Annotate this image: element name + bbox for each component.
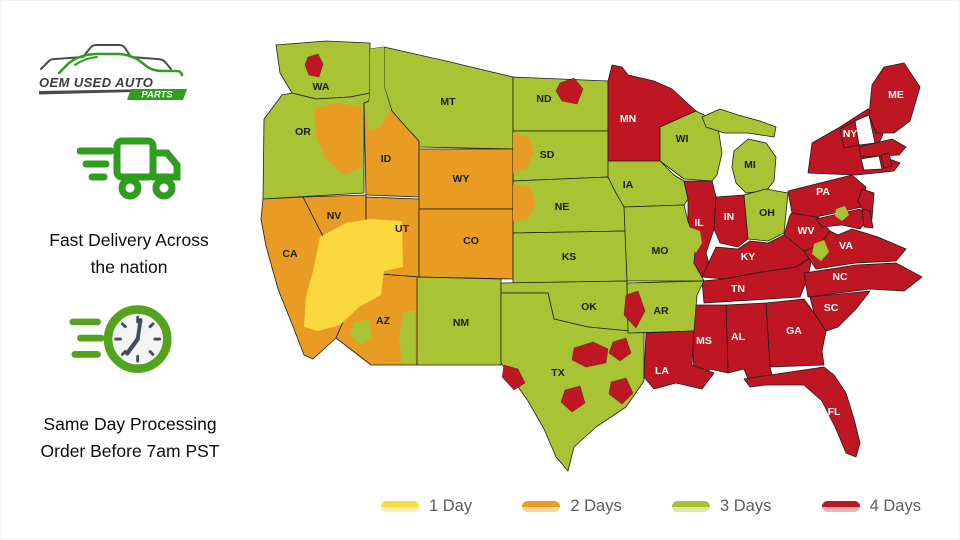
- state-wi: [659, 110, 723, 182]
- state-ia: [607, 160, 689, 208]
- fast-delivery-text: Fast Delivery Across the nation: [9, 227, 249, 281]
- state-me: [868, 62, 921, 134]
- patch-southwest-oneday: [304, 219, 403, 331]
- patch-tx-houston: [608, 377, 634, 405]
- brand-name: OEM USED AUTO: [39, 75, 153, 90]
- legend-item-2days: 2 Days: [522, 496, 622, 516]
- brand-parts-badge: [127, 89, 187, 100]
- car-silhouette-icon: [40, 44, 184, 77]
- same-day-text: Same Day Processing Order Before 7am PST: [1, 411, 259, 465]
- same-day-line1: Same Day Processing: [43, 414, 217, 434]
- state-in: [713, 194, 749, 248]
- state-la: [643, 330, 715, 390]
- state-oh: [743, 188, 789, 242]
- delivery-zone-patches: [304, 47, 849, 413]
- patch-nd-northeast: [555, 77, 584, 105]
- state-ma: [858, 138, 907, 158]
- brand-logo: OEM USED AUTO PARTS: [39, 44, 187, 101]
- fast-delivery-line1: Fast Delivery Across: [49, 230, 209, 250]
- legend-label-3days: 3 Days: [720, 496, 772, 515]
- state-ct: [860, 155, 883, 171]
- patch-sd-west: [513, 133, 534, 173]
- state-wa: [275, 40, 371, 100]
- legend-item-3days: 3 Days: [672, 497, 771, 516]
- patch-tx-north: [571, 341, 609, 368]
- legend-label-2days: 2 Days: [570, 496, 622, 515]
- state-al: [725, 302, 773, 380]
- state-ar: [626, 280, 705, 334]
- patch-ok-ar-border: [623, 290, 646, 329]
- legend-swatch-4days: [821, 500, 860, 512]
- fast-delivery-line2: the nation: [90, 257, 168, 277]
- state-nm: [416, 276, 502, 366]
- state-ks: [512, 230, 628, 284]
- delivery-truck-icon: [77, 137, 181, 200]
- state-de: [861, 208, 874, 229]
- state-co: [418, 208, 514, 280]
- us-delivery-map: WA OR CA NV ID MT WY UT CO AZ NM ND SD NE KS OK TX MN IA MO…: [256, 31, 946, 476]
- state-shapes: [260, 40, 923, 472]
- patch-dc-green: [835, 206, 849, 221]
- patch-az-south-west: [350, 319, 372, 345]
- brand-underline: [39, 89, 131, 95]
- clock-ticks: [114, 315, 162, 363]
- legend-item-4days: 4 Days: [821, 496, 921, 516]
- patch-tx-elpaso: [501, 364, 526, 391]
- patch-wa-seattle: [304, 53, 324, 78]
- patch-il-stlouis: [687, 227, 702, 253]
- same-day-line2: Order Before 7am PST: [40, 441, 220, 461]
- state-wy: [418, 148, 514, 210]
- patch-id-north: [365, 47, 391, 130]
- legend-item-1day: 1 Day: [381, 497, 472, 516]
- state-va: [803, 228, 907, 270]
- state-ga: [765, 298, 827, 368]
- state-ms: [691, 304, 729, 378]
- patch-az-south-east: [399, 311, 415, 363]
- legend-label-1day: 1 Day: [429, 496, 473, 515]
- patch-tx-northeast: [608, 337, 632, 362]
- brand-parts-label: PARTS: [141, 90, 173, 101]
- legend-swatch-2days: [522, 500, 561, 512]
- state-mi-upper: [701, 108, 777, 138]
- patch-tx-central: [560, 385, 586, 413]
- legend-swatch-1day: [381, 500, 419, 512]
- legend-label-4days: 4 Days: [869, 496, 921, 515]
- state-mt: [383, 46, 514, 150]
- clock-icon: [69, 305, 172, 373]
- patch-or-east: [314, 103, 362, 175]
- legend-swatch-3days: [672, 500, 710, 512]
- state-tx: [500, 292, 645, 472]
- state-ri: [880, 152, 893, 169]
- state-nc: [803, 262, 923, 298]
- patch-ne-west: [513, 185, 536, 221]
- state-fl: [743, 366, 861, 458]
- patch-va-green: [812, 240, 829, 261]
- delivery-time-legend: 1 Day 2 Days 3 Days 4 Days: [381, 489, 921, 523]
- state-mi: [731, 138, 777, 194]
- clock-hands: [125, 318, 143, 356]
